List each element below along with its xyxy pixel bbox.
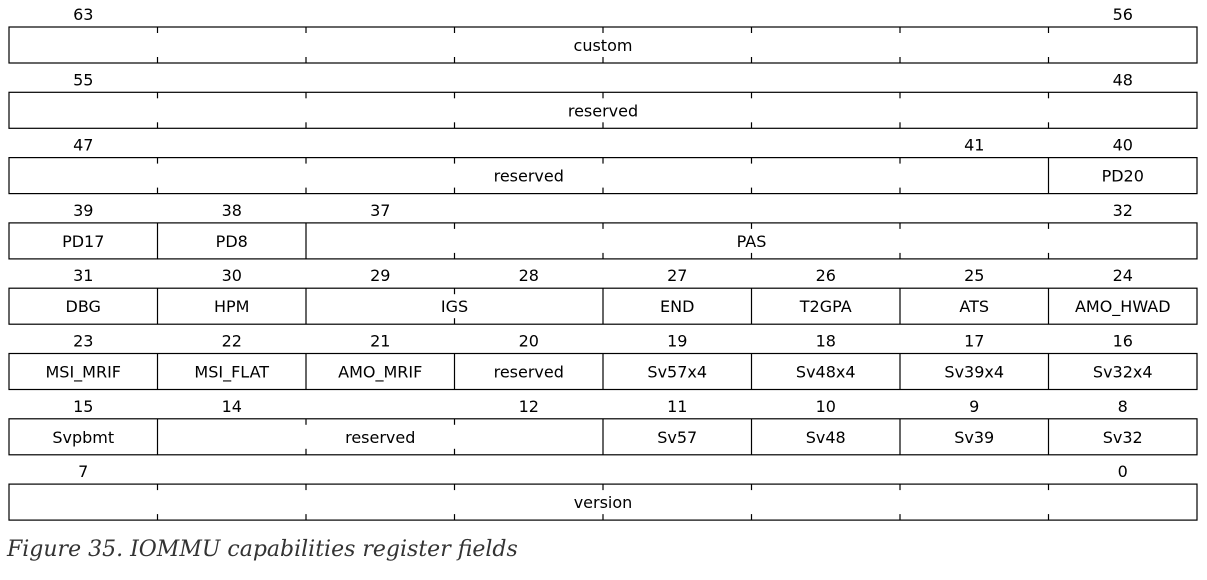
- bit-number: 48: [1113, 70, 1133, 89]
- bit-number: 17: [964, 332, 984, 351]
- field-name: Svpbmt: [52, 428, 114, 447]
- bit-number: 26: [816, 266, 836, 285]
- field-name: custom: [574, 36, 633, 55]
- bit-number: 55: [73, 70, 93, 89]
- field-name: IGS: [441, 297, 468, 316]
- field-name: Sv57x4: [647, 363, 707, 382]
- bit-number: 37: [370, 201, 390, 220]
- bit-number: 12: [519, 397, 539, 416]
- field-name: version: [574, 493, 633, 512]
- field-name: reserved: [494, 363, 564, 382]
- bit-number: 9: [969, 397, 979, 416]
- field-name: ATS: [959, 297, 989, 316]
- bit-number: 20: [519, 332, 539, 351]
- field-name: END: [660, 297, 694, 316]
- field-name: MSI_MRIF: [45, 363, 121, 383]
- field-name: PAS: [737, 232, 767, 251]
- bit-number: 11: [667, 397, 687, 416]
- bit-number: 27: [667, 266, 687, 285]
- bit-number: 18: [816, 332, 836, 351]
- bit-number: 23: [73, 332, 93, 351]
- field-name: Sv57: [657, 428, 697, 447]
- bit-number: 14: [222, 397, 242, 416]
- field-name: Sv39x4: [944, 363, 1004, 382]
- field-name: reserved: [345, 428, 415, 447]
- field-name: MSI_FLAT: [194, 363, 269, 383]
- bit-number: 22: [222, 332, 242, 351]
- field-name: DBG: [66, 297, 101, 316]
- bit-number: 30: [222, 266, 242, 285]
- bit-number: 7: [78, 462, 88, 481]
- field-name: Sv48x4: [796, 363, 856, 382]
- field-name: T2GPA: [799, 297, 852, 316]
- field-name: Sv48: [806, 428, 846, 447]
- bit-number: 16: [1113, 332, 1133, 351]
- bit-number: 41: [964, 136, 984, 155]
- bit-number: 21: [370, 332, 390, 351]
- field-name: AMO_HWAD: [1075, 297, 1171, 317]
- field-name: reserved: [494, 167, 564, 186]
- field-name: Sv32: [1103, 428, 1143, 447]
- bit-number: 0: [1118, 462, 1128, 481]
- field-name: Sv39: [954, 428, 994, 447]
- field-name: Sv32x4: [1093, 363, 1153, 382]
- bit-number: 31: [73, 266, 93, 285]
- bit-number: 28: [519, 266, 539, 285]
- bit-number: 63: [73, 5, 93, 24]
- bit-number: 25: [964, 266, 984, 285]
- bit-number: 38: [222, 201, 242, 220]
- bit-number: 8: [1118, 397, 1128, 416]
- bit-number: 56: [1113, 5, 1133, 24]
- bit-number: 15: [73, 397, 93, 416]
- figure-caption: Figure 35. IOMMU capabilities register f…: [7, 537, 518, 562]
- register-diagram: custom 63 56 reserved 55 48 reserved 47 41 PD20 40…: [8, 5, 1198, 521]
- bit-number: 40: [1113, 136, 1133, 155]
- bit-number: 32: [1113, 201, 1133, 220]
- field-name: PD20: [1102, 167, 1144, 186]
- field-name: PD17: [62, 232, 104, 251]
- bit-number: 24: [1113, 266, 1133, 285]
- field-name: PD8: [216, 232, 248, 251]
- bit-number: 29: [370, 266, 390, 285]
- bit-number: 47: [73, 136, 93, 155]
- field-name: HPM: [214, 297, 249, 316]
- bit-number: 10: [816, 397, 836, 416]
- field-name: reserved: [568, 101, 638, 120]
- field-name: AMO_MRIF: [338, 363, 422, 383]
- bit-number: 39: [73, 201, 93, 220]
- bit-number: 19: [667, 332, 687, 351]
